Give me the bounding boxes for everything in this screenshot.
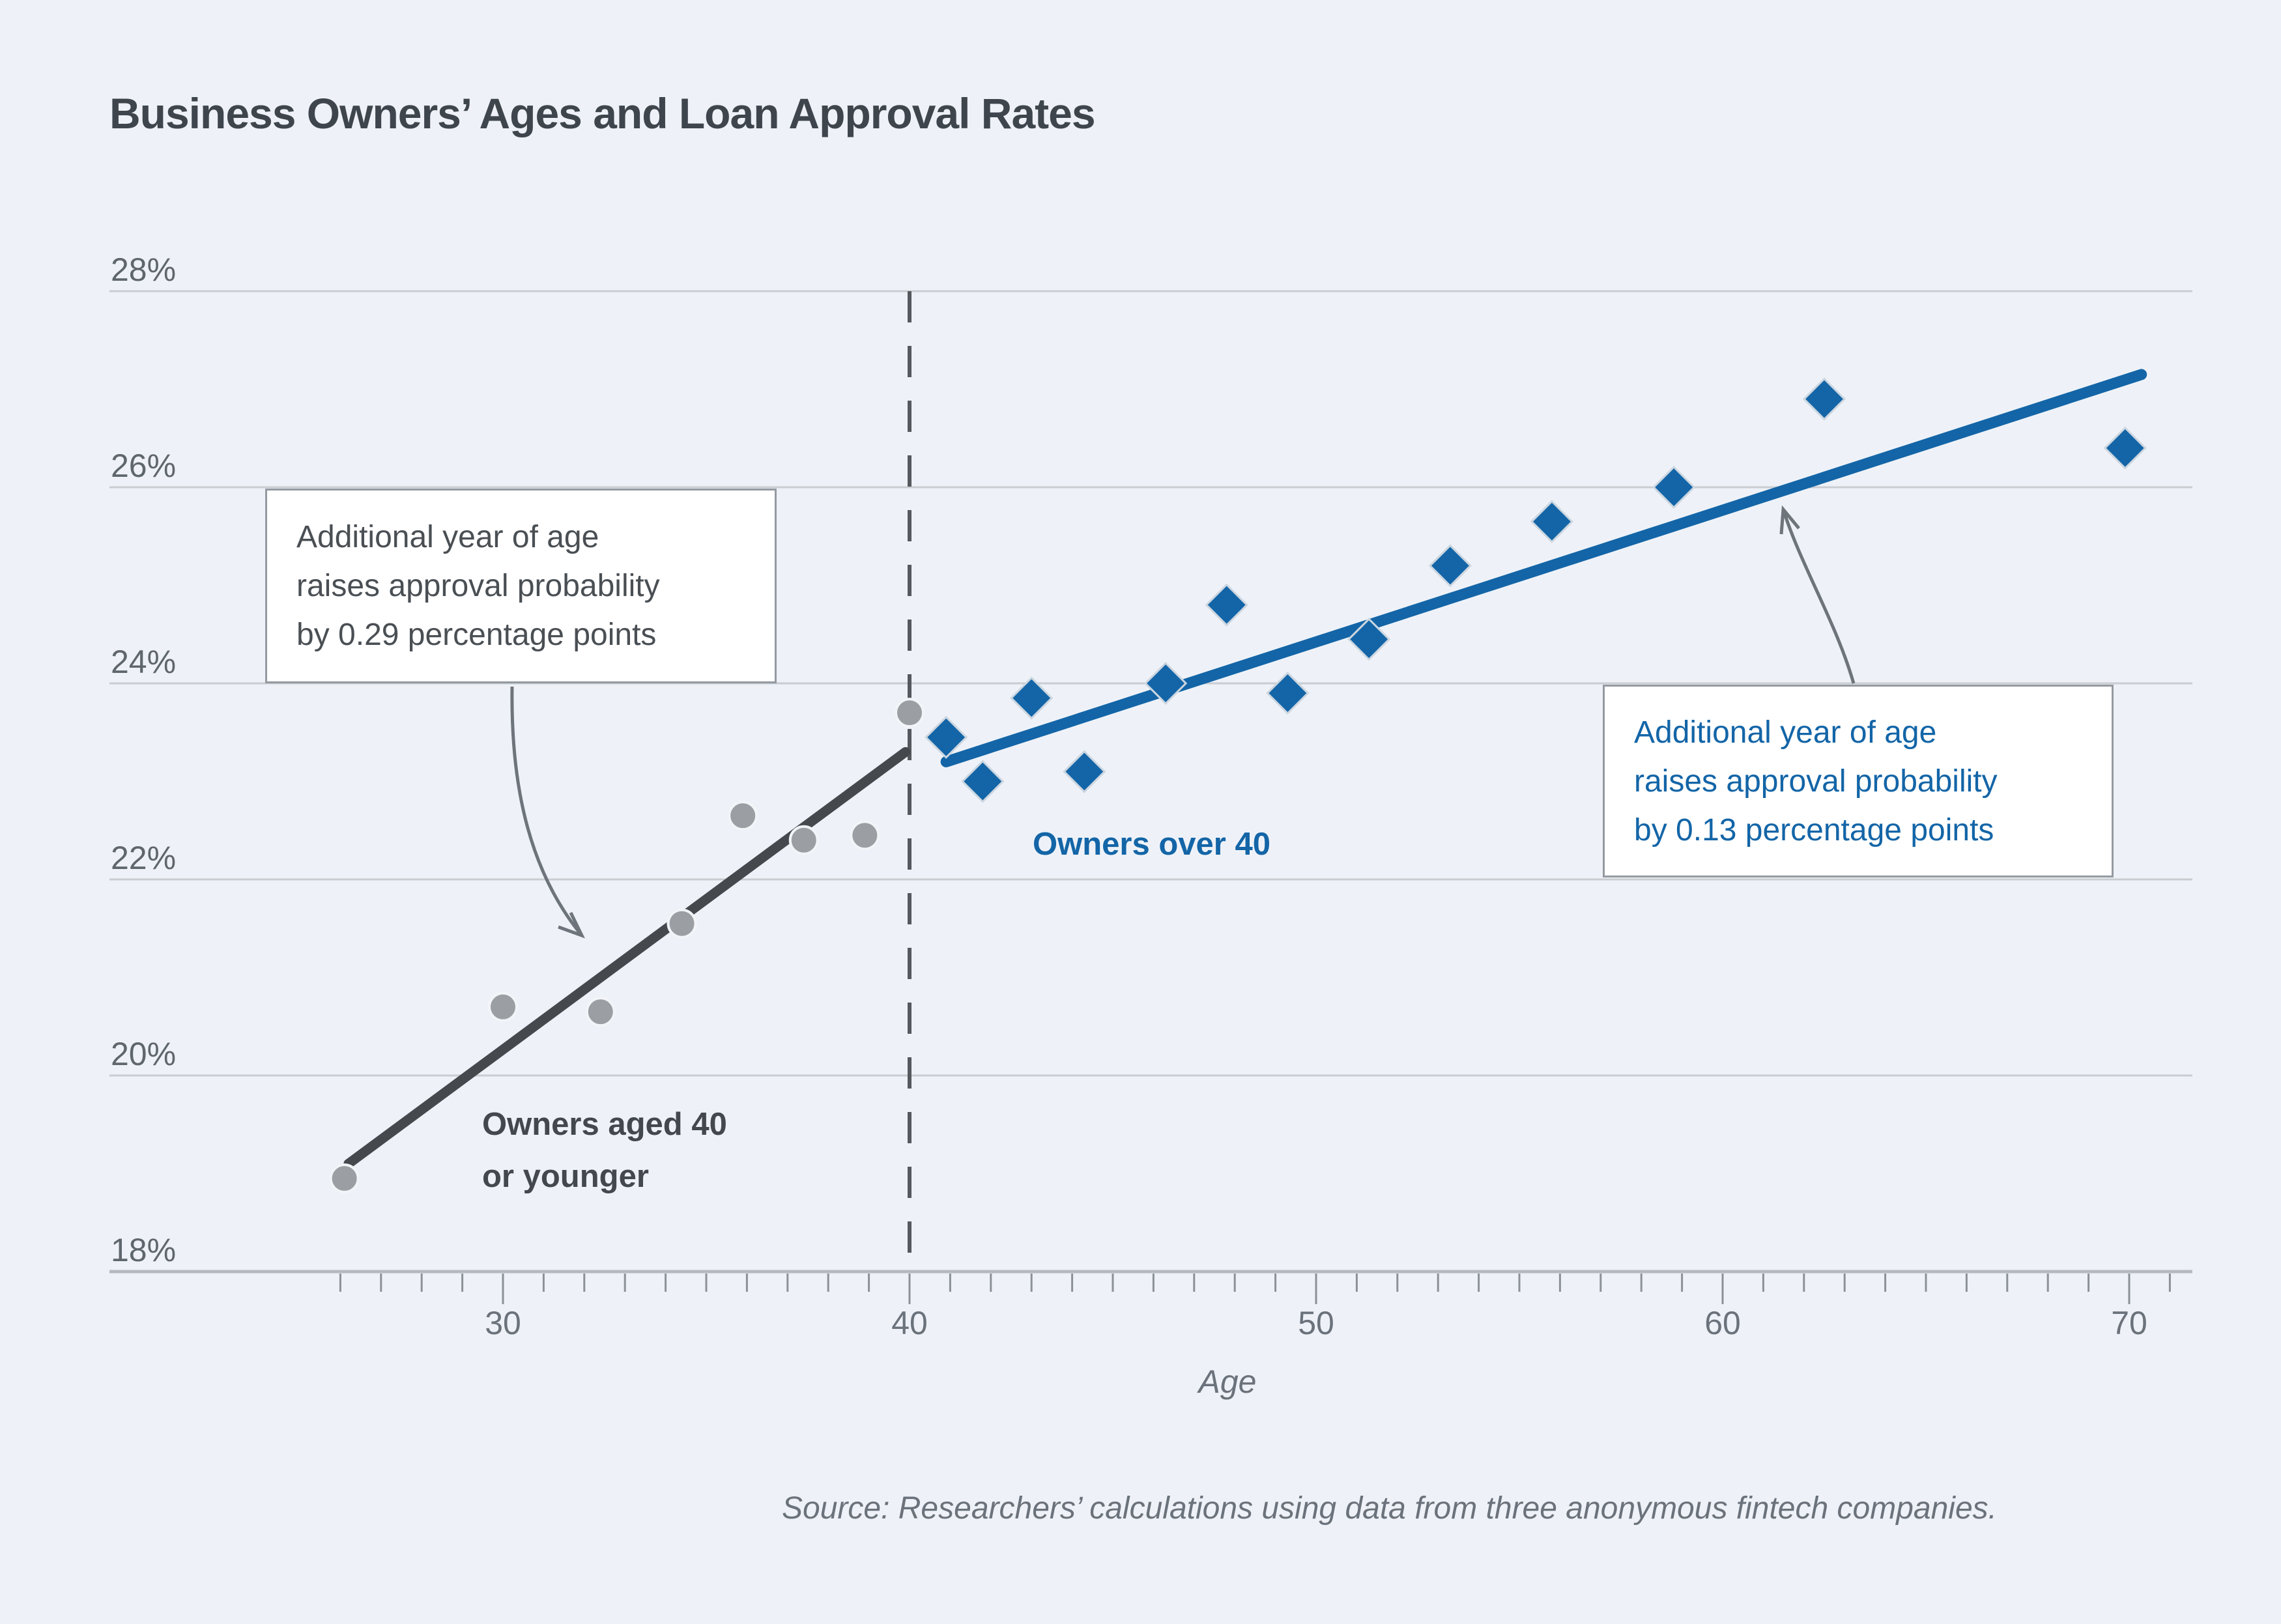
data-point-circle (850, 820, 880, 851)
data-point-circle (728, 801, 758, 831)
data-point-diamond (2103, 426, 2147, 470)
y-axis-label: 24% (111, 644, 176, 680)
annotation-over40-line2: raises approval probability (1634, 763, 1998, 799)
data-point-diamond (925, 715, 968, 759)
x-axis-title: Age (1198, 1363, 1257, 1400)
data-point-diamond (961, 760, 1005, 803)
x-axis-label: 30 (485, 1305, 521, 1341)
data-point-circle (788, 825, 819, 855)
data-point-circle (488, 991, 518, 1022)
x-axis-label: 70 (2111, 1305, 2147, 1341)
annotation-over40-line1: Additional year of age (1634, 715, 1937, 750)
data-point-diamond (1205, 583, 1248, 627)
annotation-under40-line2: raises approval probability (296, 569, 660, 603)
source-note: Source: Researchers’ calculations using … (782, 1491, 1997, 1526)
annotation-under40-line1: Additional year of age (296, 520, 599, 554)
trend-line-over-40 (940, 369, 2147, 767)
annotation-under40-box: Additional year of age raises approval p… (265, 489, 777, 683)
data-point-diamond (1010, 676, 1054, 720)
data-point-diamond (1347, 618, 1391, 661)
chart-title: Business Owners’ Ages and Loan Approval … (109, 89, 1096, 137)
data-point-diamond (1802, 377, 1846, 421)
data-point-diamond (1428, 544, 1472, 588)
data-point-diamond (1143, 661, 1188, 705)
data-point-diamond (1652, 465, 1696, 509)
data-point-diamond (1530, 500, 1574, 543)
series-label-under40: Owners aged 40 or younger (482, 1098, 727, 1203)
annotation-arrow-over40 (1781, 509, 1856, 684)
annotation-arrow-under40 (510, 686, 583, 937)
data-point-circle (329, 1163, 360, 1194)
annotation-arrowhead-over40 (1779, 505, 1800, 535)
x-axis-label: 50 (1298, 1305, 1334, 1341)
y-axis-label: 26% (111, 448, 176, 484)
trend-line-under-40 (343, 747, 911, 1169)
annotation-arrowhead-under40 (558, 911, 585, 939)
data-point-circle (895, 698, 925, 728)
series-label-under40-line2: or younger (482, 1159, 649, 1194)
data-point-circle (667, 908, 697, 939)
annotation-over40-box: Additional year of age raises approval p… (1603, 685, 2114, 877)
x-axis-label: 60 (1704, 1305, 1741, 1341)
annotation-under40-line3: by 0.29 percentage points (296, 618, 657, 652)
annotation-over40-line3: by 0.13 percentage points (1634, 812, 1994, 848)
x-axis-label: 40 (891, 1305, 928, 1341)
series-label-over40: Owners over 40 (1033, 827, 1270, 862)
data-point-diamond (1063, 750, 1106, 793)
series-label-under40-line1: Owners aged 40 (482, 1107, 727, 1142)
data-point-circle (585, 997, 616, 1027)
y-axis-label: 18% (111, 1232, 176, 1268)
y-axis-label: 22% (111, 840, 176, 876)
data-point-diamond (1266, 671, 1310, 715)
y-axis-label: 20% (111, 1036, 176, 1072)
y-axis-label: 28% (111, 251, 176, 288)
